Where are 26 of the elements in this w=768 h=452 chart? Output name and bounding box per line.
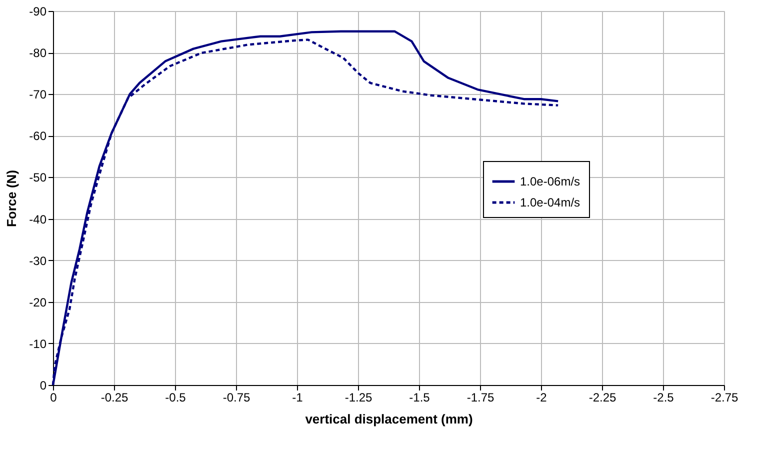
x-tick-label: -0.25 (100, 390, 128, 404)
x-tick-label: -1 (292, 390, 304, 404)
x-tick-label: -1.5 (409, 390, 430, 404)
x-tick-label: -2.75 (710, 390, 738, 404)
y-tick-label: -70 (29, 88, 47, 102)
y-tick-label: 0 (40, 378, 47, 392)
x-tick-label: -1.25 (344, 390, 372, 404)
y-tick-label: -30 (29, 254, 47, 268)
y-tick-label: -90 (29, 4, 47, 18)
x-tick-label: -2 (536, 390, 548, 404)
y-tick-label: -10 (29, 336, 47, 351)
x-tick-label: -0.75 (222, 390, 250, 404)
y-tick-label: -60 (29, 129, 47, 144)
x-tick-label: 0 (50, 390, 58, 404)
x-tick-label: -0.5 (165, 390, 186, 404)
legend-label: 1.0e-04m/s (520, 196, 580, 210)
y-tick-label: -40 (29, 212, 47, 226)
legend-label: 1.0e-06m/s (520, 174, 580, 188)
x-tick-label: -2.5 (653, 390, 674, 404)
y-tick-label: -20 (29, 295, 47, 310)
y-tick-label: -50 (29, 170, 47, 185)
x-axis-title: vertical displacement (mm) (305, 412, 473, 426)
x-tick-label: -1.75 (466, 390, 494, 404)
y-tick-label: -80 (29, 46, 47, 60)
x-tick-label: -2.25 (588, 390, 616, 404)
y-axis-title: Force (N) (4, 170, 20, 228)
